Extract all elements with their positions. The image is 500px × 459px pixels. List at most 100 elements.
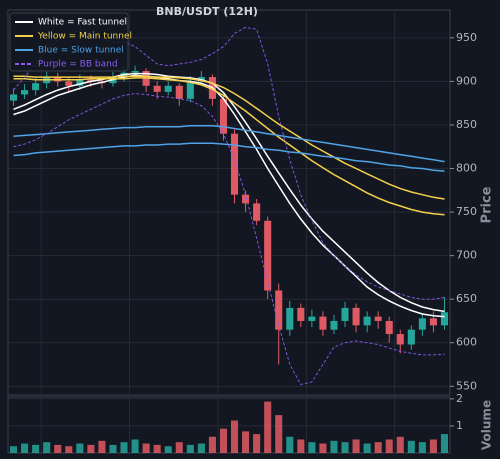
volume-bar [9, 446, 18, 453]
candle-body [319, 316, 327, 330]
volume-bar [32, 444, 40, 453]
volume-bar [54, 444, 62, 453]
candle-body [32, 83, 40, 91]
volume-bar [242, 431, 250, 453]
overlay-line [13, 93, 445, 386]
candle-body [164, 85, 172, 92]
volume-bar [319, 443, 327, 453]
candle-body [153, 85, 161, 92]
candle-body [264, 220, 272, 291]
candle-body [242, 194, 250, 204]
volume-bar [418, 442, 426, 453]
volume-bar [286, 436, 294, 453]
volume-bar [142, 443, 150, 453]
volume-bar [429, 439, 437, 453]
volume-bar [21, 443, 29, 453]
legend-label: Purple = BB band [38, 60, 118, 70]
volume-axis-label: Volume [480, 400, 494, 450]
overlay-line [13, 125, 445, 163]
overlay-line [13, 77, 445, 216]
volume-bar [440, 434, 449, 453]
y-tick-label: 600 [456, 336, 477, 349]
volume-bar [341, 442, 349, 453]
candle-body [396, 334, 404, 345]
y-axis-label: Price [480, 186, 495, 223]
y-tick-label: 650 [456, 292, 477, 305]
y-tick-label: 950 [456, 31, 477, 44]
volume-bar [396, 436, 404, 453]
volume-bar [164, 446, 172, 453]
y-tick-label: 550 [456, 379, 477, 392]
volume-bar [297, 439, 305, 453]
candle-body [286, 307, 294, 330]
volume-bar [43, 442, 51, 453]
y-tick-label: 700 [456, 249, 477, 262]
candle-body [76, 79, 84, 86]
candle-body [352, 307, 360, 326]
candle-body [308, 316, 316, 321]
price-panel [7, 9, 451, 396]
volume-bar [98, 440, 106, 453]
candle-body [275, 290, 283, 330]
volume-bar [352, 439, 360, 453]
candle-body [186, 81, 194, 99]
volume-bar [308, 442, 316, 453]
volume-bar [275, 415, 283, 453]
candle-body [253, 203, 261, 221]
candle-body [363, 316, 371, 326]
volume-bar [253, 434, 261, 453]
candle-body [429, 318, 437, 326]
y-tick-label: 750 [456, 205, 477, 218]
volume-tick-label: 2 [456, 392, 463, 405]
overlay-line [13, 75, 445, 200]
legend-box [9, 12, 129, 72]
y-tick-label: 900 [456, 74, 477, 87]
volume-bar [120, 442, 128, 453]
overlay-line [13, 74, 445, 318]
candle-body [330, 320, 338, 330]
volume-bar [363, 443, 371, 453]
volume-bar [208, 436, 216, 453]
volume-bar [197, 443, 205, 453]
candle-body [21, 90, 29, 95]
volume-bar [109, 444, 117, 453]
legend-label: Yellow = Main tunnel [37, 32, 132, 42]
volume-bar [330, 440, 338, 453]
candle-body [9, 94, 18, 101]
legend-label: White = Fast tunnel [38, 18, 127, 28]
volume-bar [65, 446, 73, 453]
volume-bar [385, 439, 393, 453]
chart-title: BNB/USDT (12H) [156, 5, 258, 18]
candle-body [65, 81, 73, 86]
overlay-line [13, 142, 445, 172]
volume-bar [407, 440, 415, 453]
volume-bar [175, 442, 183, 453]
legend-label: Blue = Slow tunnel [38, 46, 124, 56]
candle-body [341, 307, 349, 321]
candle-body [87, 79, 95, 82]
candle-body [407, 329, 415, 345]
candle-body [418, 318, 426, 330]
volume-bar [186, 444, 194, 453]
volume-tick-label: 1 [456, 419, 463, 432]
candle-body [219, 98, 228, 134]
volume-panel [7, 396, 451, 454]
candle-body [374, 316, 382, 321]
volume-bar [219, 428, 228, 453]
candle-body [440, 312, 449, 326]
volume-bar [264, 401, 272, 453]
volume-bar [230, 420, 239, 453]
legend: White = Fast tunnel Yellow = Main tunnel B… [15, 18, 132, 70]
volume-bar [374, 442, 382, 453]
candle-body [131, 70, 139, 73]
candle-body [175, 85, 183, 99]
volume-bar [153, 444, 161, 453]
candle-body [385, 320, 393, 335]
volume-bar [87, 444, 95, 453]
y-tick-label: 800 [456, 162, 477, 175]
y-tick-label: 850 [456, 118, 477, 131]
volume-bar [76, 443, 84, 453]
candle-body [297, 307, 305, 321]
candle-body [230, 133, 239, 195]
